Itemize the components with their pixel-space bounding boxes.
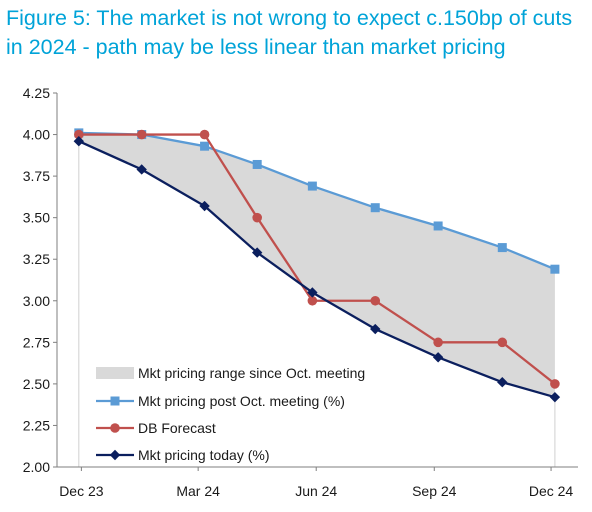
y-tick-label: 2.50 <box>23 376 50 392</box>
data-point <box>199 200 210 212</box>
data-point <box>136 129 147 140</box>
pricing-range-area <box>78 132 555 398</box>
legend-marker <box>109 449 121 461</box>
data-point <box>549 391 561 403</box>
x-tick-label: Jun 24 <box>295 483 337 499</box>
data-point <box>550 264 560 274</box>
data-point <box>252 159 262 169</box>
x-tick-label: Sep 24 <box>412 483 457 499</box>
data-point <box>307 295 318 306</box>
x-tick-label: Dec 24 <box>529 483 574 499</box>
y-tick-label: 4.25 <box>23 85 50 101</box>
data-point <box>497 377 508 388</box>
y-tick-label: 2.00 <box>23 459 50 475</box>
data-point <box>497 243 507 253</box>
data-point <box>307 287 318 298</box>
data-point <box>73 136 85 147</box>
x-tick-label: Dec 23 <box>59 483 104 499</box>
y-tick-label: 4.00 <box>23 127 50 143</box>
data-point <box>433 337 443 348</box>
legend-label: Mkt pricing today (%) <box>138 447 269 463</box>
data-point <box>251 247 263 258</box>
data-point <box>550 379 560 389</box>
legend-label: Mkt pricing post Oct. meeting (%) <box>138 393 345 409</box>
legend-marker <box>110 423 120 433</box>
data-point <box>74 129 84 140</box>
data-point <box>136 164 147 175</box>
y-tick-label: 3.25 <box>23 251 50 267</box>
data-point <box>370 203 380 213</box>
data-point <box>432 352 444 363</box>
data-point <box>497 337 508 348</box>
x-tick-label: Mar 24 <box>176 483 220 499</box>
y-tick-label: 3.50 <box>23 210 50 226</box>
y-tick-label: 2.25 <box>23 417 50 433</box>
data-point <box>370 323 381 335</box>
legend-label: DB Forecast <box>138 420 216 436</box>
data-point <box>200 141 210 151</box>
data-point <box>199 129 210 140</box>
data-point <box>252 212 262 223</box>
data-point <box>433 221 443 231</box>
y-tick-label: 2.75 <box>23 334 50 350</box>
chart-title: Figure 5: The market is not wrong to exp… <box>6 6 573 59</box>
legend-marker <box>110 396 120 406</box>
data-point <box>370 295 381 306</box>
legend-swatch <box>96 367 134 379</box>
data-point <box>307 181 317 191</box>
y-tick-label: 3.00 <box>23 293 50 309</box>
y-tick-label: 3.75 <box>23 168 50 184</box>
legend-label: Mkt pricing range since Oct. meeting <box>138 365 365 381</box>
